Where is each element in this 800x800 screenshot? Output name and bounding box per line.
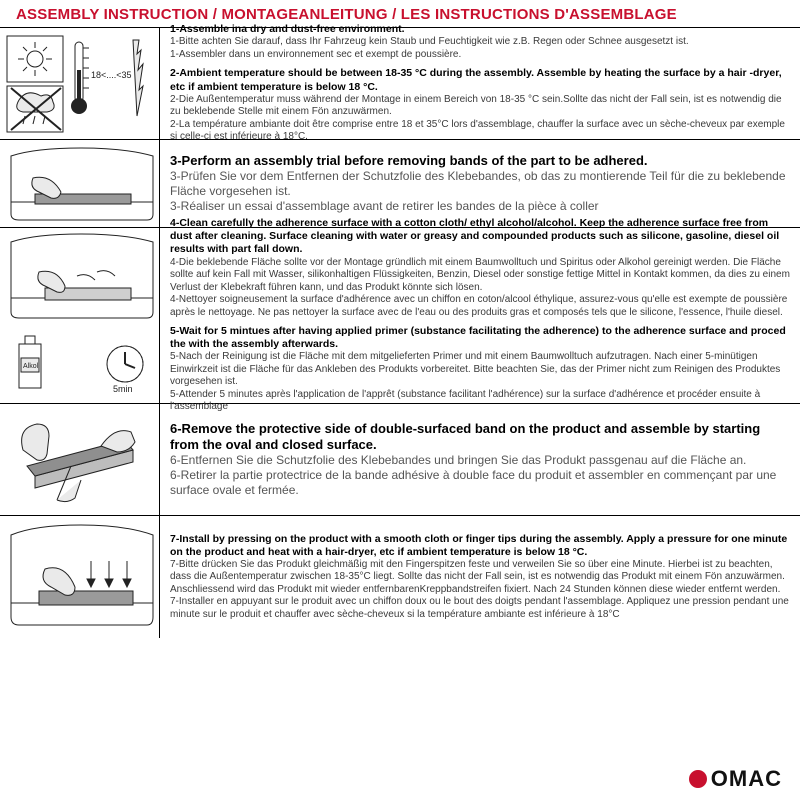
step-3-title: 3-Perform an assembly trial before remov…: [170, 153, 790, 169]
text-step-3: 3-Perform an assembly trial before remov…: [160, 140, 800, 227]
step-3: 3-Perform an assembly trial before remov…: [170, 153, 790, 214]
trial-fit-icon: [5, 144, 155, 224]
step-6-fr: 6-Retirer la partie protectrice de la ba…: [170, 468, 790, 498]
step-6-title: 6-Remove the protective side of double-s…: [170, 421, 790, 454]
peel-tape-icon: [5, 410, 155, 510]
row-5: 7-Install by pressing on the product wit…: [0, 516, 800, 638]
step-7-fr: 7-Installer en appuyant sur le produit a…: [170, 596, 790, 621]
row-2: 3-Perform an assembly trial before remov…: [0, 140, 800, 228]
step-6: 6-Remove the protective side of double-s…: [170, 421, 790, 499]
instruction-sheet: ASSEMBLY INSTRUCTION / MONTAGEANLEITUNG …: [0, 0, 800, 800]
text-steps-4-5: 4-Clean carefully the adherence surface …: [160, 228, 800, 403]
step-1-de: 1-Bitte achten Sie darauf, dass Ihr Fahr…: [170, 36, 790, 49]
brand-logo: OMAC: [689, 766, 782, 792]
footer: OMAC: [0, 762, 800, 800]
step-6-de: 6-Entfernen Sie die Schutzfolie des Kleb…: [170, 453, 790, 468]
env-temp-icon: 18<....<35 C: [5, 34, 155, 134]
text-step-7: 7-Install by pressing on the product wit…: [160, 516, 800, 638]
logo-text: OMAC: [711, 766, 782, 792]
bottle-label: Alkol: [23, 363, 39, 370]
illustration-trial-fit: [0, 140, 160, 227]
step-3-fr: 3-Réaliser un essai d'assemblage avant d…: [170, 199, 790, 214]
clean-prime-icon: Alkol 5min: [5, 232, 155, 400]
step-4: 4-Clean carefully the adherence surface …: [170, 217, 790, 319]
text-step-6: 6-Remove the protective side of double-s…: [160, 404, 800, 515]
timer-label: 5min: [113, 384, 133, 394]
temp-range-label: 18<....<35 C: [91, 70, 141, 80]
illustration-env-temp: 18<....<35 C: [0, 28, 160, 139]
illustration-clean-prime: Alkol 5min: [0, 228, 160, 403]
step-7: 7-Install by pressing on the product wit…: [170, 533, 790, 622]
step-2-de: 2-Die Außentemperatur muss während der M…: [170, 94, 790, 119]
step-4-title: 4-Clean carefully the adherence surface …: [170, 217, 790, 256]
row-4: 6-Remove the protective side of double-s…: [0, 404, 800, 516]
step-4-fr: 4-Nettoyer soigneusement la surface d'ad…: [170, 294, 790, 319]
rows-container: 18<....<35 C 1-Assemble ina dry and dust…: [0, 28, 800, 762]
step-7-title: 7-Install by pressing on the product wit…: [170, 533, 790, 559]
text-steps-1-2: 1-Assemble ina dry and dust-free environ…: [160, 28, 800, 139]
step-1-title: 1-Assemble ina dry and dust-free environ…: [170, 23, 790, 36]
step-1-fr: 1-Assembler dans un environnement sec et…: [170, 49, 790, 62]
step-2-title: 2-Ambient temperature should be between …: [170, 67, 790, 93]
press-install-icon: [5, 521, 155, 633]
logo-dot-icon: [689, 770, 707, 788]
step-5: 5-Wait for 5 mintues after having applie…: [170, 325, 790, 414]
illustration-press-install: [0, 516, 160, 638]
step-5-de: 5-Nach der Reinigung ist die Fläche mit …: [170, 351, 790, 389]
step-1: 1-Assemble ina dry and dust-free environ…: [170, 23, 790, 61]
step-3-de: 3-Prüfen Sie vor dem Entfernen der Schut…: [170, 169, 790, 199]
step-7-de: 7-Bitte drücken Sie das Produkt gleichmä…: [170, 559, 790, 597]
step-2: 2-Ambient temperature should be between …: [170, 67, 790, 143]
row-3: Alkol 5min 4-Clean carefully the adheren…: [0, 228, 800, 404]
step-5-title: 5-Wait for 5 mintues after having applie…: [170, 325, 790, 351]
page-title: ASSEMBLY INSTRUCTION / MONTAGEANLEITUNG …: [16, 6, 784, 23]
row-1: 18<....<35 C 1-Assemble ina dry and dust…: [0, 28, 800, 140]
step-4-de: 4-Die beklebende Fläche sollte vor der M…: [170, 257, 790, 295]
illustration-peel-tape: [0, 404, 160, 515]
